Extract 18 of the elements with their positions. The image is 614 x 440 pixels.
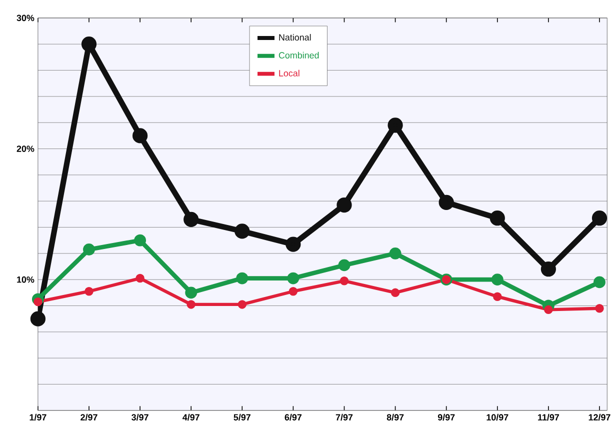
x-tick-label: 9/97: [438, 414, 455, 420]
x-tick-label: 2/97: [80, 414, 98, 420]
y-tick-label: 10%: [17, 276, 34, 283]
x-tick-label: 11/97: [538, 414, 559, 420]
x-tick-label: 12/97: [588, 414, 610, 420]
x-tick-label: 3/97: [132, 414, 148, 420]
x-tick-label: 10/97: [486, 414, 508, 420]
y-tick-label: 20%: [16, 145, 34, 152]
x-tick-label: 6/97: [284, 414, 302, 420]
legend-label: Combined: [278, 52, 319, 58]
x-tick-label: 1/97: [30, 414, 46, 420]
legend-label: National: [279, 34, 311, 40]
x-tick-label: 8/97: [386, 414, 404, 420]
x-tick-label: 5/97: [234, 414, 250, 420]
legend-label: Local: [279, 70, 300, 76]
x-tick-label: 7/97: [336, 414, 353, 420]
x-tick-label: 4/97: [182, 414, 200, 420]
y-tick-label: 30%: [16, 14, 34, 21]
